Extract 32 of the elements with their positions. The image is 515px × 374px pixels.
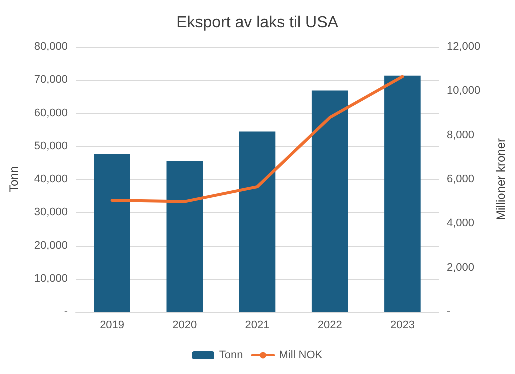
bar	[239, 132, 276, 312]
bar	[166, 160, 204, 312]
y-tick-label: 30,000	[34, 206, 68, 219]
y-tick-label: 40,000	[34, 174, 68, 186]
y-tick-label: -	[64, 306, 68, 318]
y-tick-label: 60,000	[34, 107, 68, 120]
y2-tick-label: 2,000	[447, 262, 475, 274]
y-axis-title: Tonn	[7, 166, 21, 193]
y-tick-label: 10,000	[34, 272, 68, 285]
y-tick-label: 70,000	[34, 74, 68, 86]
y-tick-label: 80,000	[34, 41, 68, 53]
y-tick-label: 50,000	[34, 140, 68, 152]
y2-axis-title: Millioner kroner	[494, 138, 508, 221]
y-tick-label: 20,000	[34, 240, 68, 252]
bar	[312, 90, 348, 312]
x-tick-label: 2023	[390, 320, 415, 332]
legend-label: Mill NOK	[279, 350, 324, 362]
x-tick-label: 2022	[318, 320, 342, 332]
y2-tick-label: 6,000	[447, 174, 475, 186]
y2-tick-label: 8,000	[447, 129, 475, 142]
x-tick-label: 2021	[245, 320, 270, 332]
x-tick-label: 2019	[100, 320, 125, 332]
line-series	[110, 75, 404, 204]
y2-tick-label: 10,000	[447, 85, 481, 98]
y2-tick-label: -	[447, 306, 451, 318]
legend-label: Tonn	[219, 350, 244, 362]
bar	[384, 76, 421, 312]
x-tick-label: 2020	[172, 320, 198, 332]
y2-tick-label: 12,000	[447, 41, 481, 53]
y2-tick-label: 4,000	[447, 218, 475, 230]
bar	[94, 154, 130, 312]
chart-title: Eksport av laks til USA	[176, 14, 339, 32]
